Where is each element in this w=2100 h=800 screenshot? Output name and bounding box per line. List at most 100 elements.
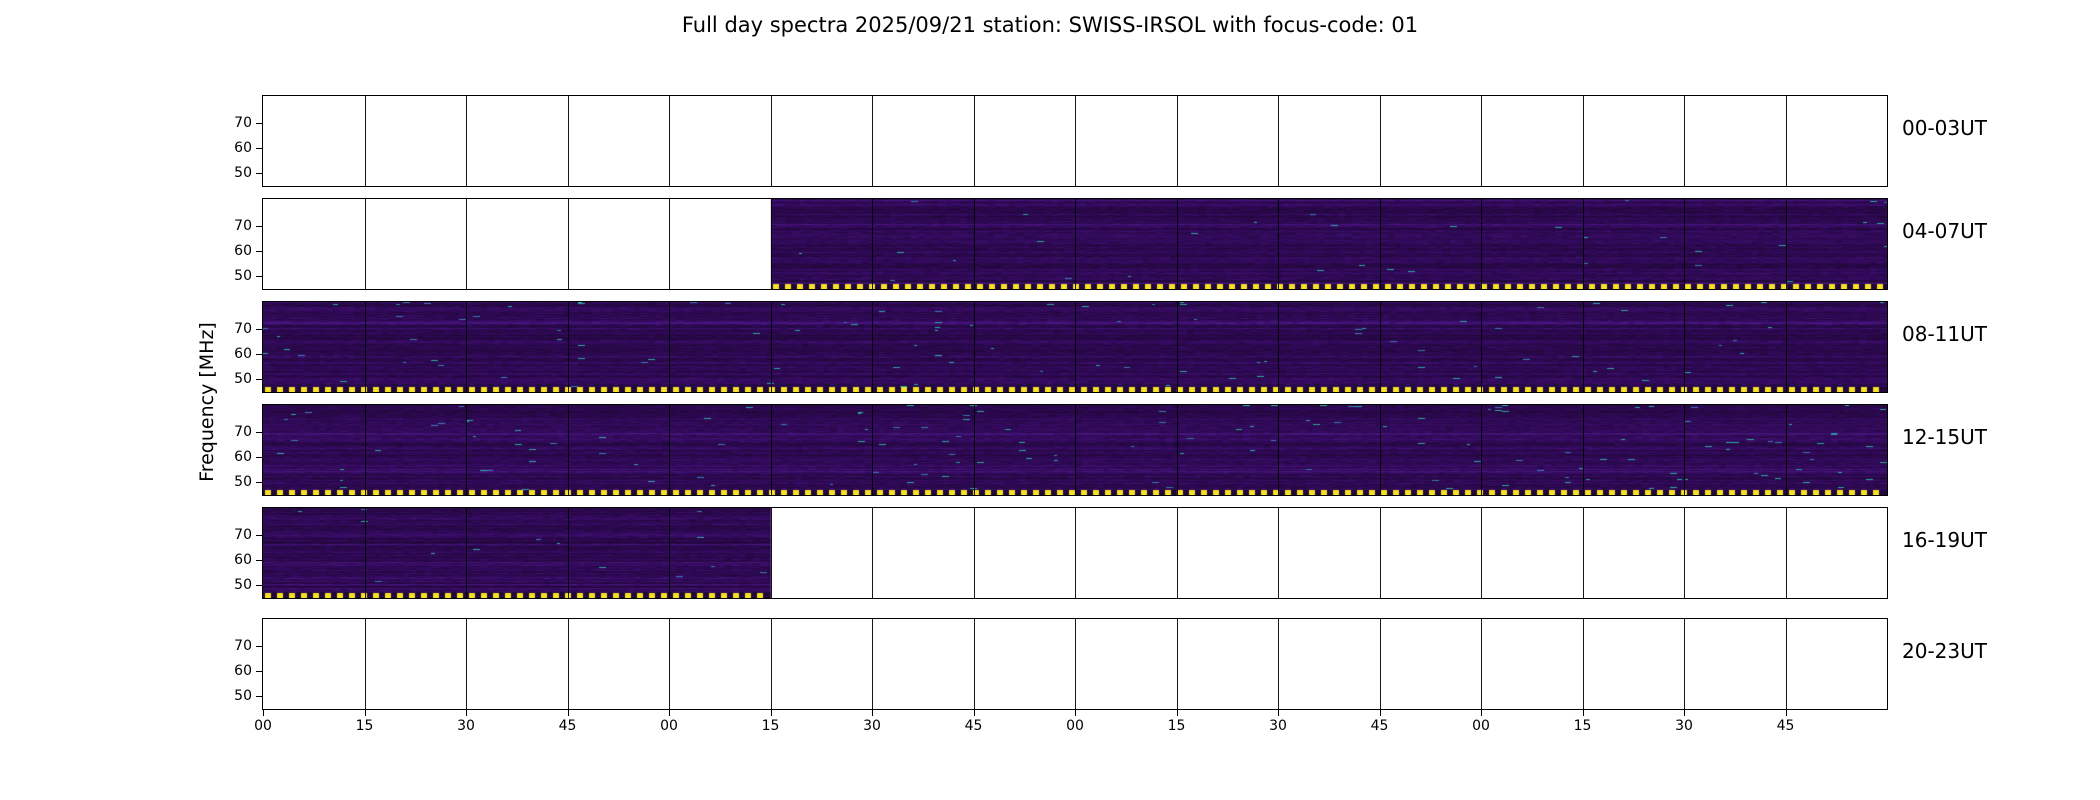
y-tick-mark [256,457,262,458]
quarter-hour-gridline [770,96,772,186]
quarter-hour-gridline [1582,619,1584,709]
panel-time-label-5: 20-23UT [1902,639,1987,663]
quarter-hour-gridline [669,619,670,709]
y-tick-mark [256,123,262,124]
quarter-hour-gridline [1075,302,1076,392]
quarter-hour-gridline [466,619,467,709]
y-tick-mark [256,251,262,252]
quarter-hour-gridline [669,96,670,186]
y-tick-mark [256,482,262,483]
quarter-hour-gridline [1176,405,1178,495]
y-tick-mark [256,379,262,380]
panel-time-label-0: 00-03UT [1902,116,1987,140]
x-tick-label: 00 [1472,718,1490,734]
quarter-hour-gridline [567,508,569,598]
quarter-hour-gridline [973,508,975,598]
quarter-hour-gridline [770,199,772,289]
quarter-hour-gridline [1176,508,1178,598]
x-tick-mark [364,710,366,716]
quarter-hour-gridline [1379,508,1381,598]
quarter-hour-gridline [669,508,670,598]
x-tick-mark [1075,710,1076,716]
quarter-hour-gridline [1785,96,1787,186]
y-tick-label: 60 [234,449,252,465]
x-tick-label: 30 [457,718,475,734]
quarter-hour-gridline [567,405,569,495]
quarter-hour-gridline [872,96,873,186]
y-tick-label: 50 [234,165,252,181]
quarter-hour-gridline [364,405,366,495]
quarter-hour-gridline [1176,619,1178,709]
x-tick-mark [669,710,670,716]
quarter-hour-gridline [669,405,670,495]
spectrogram-panel-20-23ut: 70 60 50 [234,618,1888,710]
x-tick-label: 00 [1066,718,1084,734]
y-tick-label: 70 [234,638,252,654]
x-tick-label: 45 [1370,718,1389,734]
quarter-hour-gridline [770,508,772,598]
quarter-hour-gridline [466,199,467,289]
quarter-hour-gridline [1684,405,1685,495]
quarter-hour-gridline [1481,199,1482,289]
spectrogram-panel-12-15ut: 70 60 50 [234,404,1888,496]
spectrogram-panel-16-19ut: 70 60 50 [234,507,1888,599]
quarter-hour-gridline [872,302,873,392]
y-tick-mark [256,276,262,277]
y-tick-label: 60 [234,140,252,156]
x-tick-label: 30 [1269,718,1287,734]
y-tick-mark [256,696,262,697]
y-tick-label: 70 [234,115,252,131]
y-tick-mark [256,646,262,647]
quarter-hour-gridline [973,302,975,392]
y-tick-label: 70 [234,424,252,440]
quarter-hour-gridline [1278,96,1279,186]
quarter-hour-gridline [1785,199,1787,289]
y-axis-label: Frequency [MHz] [196,322,218,482]
quarter-hour-gridline [872,619,873,709]
y-tick-label: 50 [234,688,252,704]
x-tick-label: 45 [964,718,983,734]
x-tick-mark [1684,710,1685,716]
panel-time-label-2: 08-11UT [1902,322,1987,346]
quarter-hour-gridline [1278,508,1279,598]
x-tick-mark [567,710,569,716]
x-tick-mark [1278,710,1279,716]
y-tick-label: 70 [234,321,252,337]
y-tick-mark [256,329,262,330]
quarter-hour-gridline [1481,508,1482,598]
x-tick-label: 15 [761,718,780,734]
quarter-hour-gridline [1379,405,1381,495]
x-tick-mark [263,710,264,716]
quarter-hour-gridline [872,405,873,495]
quarter-hour-gridline [1176,199,1178,289]
x-tick-label: 30 [863,718,881,734]
quarter-hour-gridline [1379,96,1381,186]
x-tick-label: 00 [254,718,272,734]
y-tick-mark [256,226,262,227]
panel-time-label-1: 04-07UT [1902,219,1987,243]
spectrogram-panel-04-07ut: 70 60 50 [234,198,1888,290]
x-tick-label: 30 [1675,718,1693,734]
y-tick-mark [256,560,262,561]
quarter-hour-gridline [1075,405,1076,495]
quarter-hour-gridline [466,508,467,598]
x-tick-label: 00 [660,718,678,734]
panel-time-label-4: 16-19UT [1902,528,1987,552]
x-tick-mark [973,710,975,716]
quarter-hour-gridline [669,199,670,289]
y-tick-label: 60 [234,552,252,568]
x-tick-mark [872,710,873,716]
y-tick-mark [256,585,262,586]
quarter-hour-gridline [1481,619,1482,709]
quarter-hour-gridline [1785,302,1787,392]
x-tick-mark [770,710,772,716]
quarter-hour-gridline [1481,302,1482,392]
y-tick-label: 60 [234,346,252,362]
quarter-hour-gridline [364,96,366,186]
quarter-hour-gridline [466,405,467,495]
x-tick-mark [1582,710,1584,716]
quarter-hour-gridline [466,302,467,392]
quarter-hour-gridline [770,619,772,709]
quarter-hour-gridline [770,405,772,495]
x-tick-label: 15 [355,718,374,734]
